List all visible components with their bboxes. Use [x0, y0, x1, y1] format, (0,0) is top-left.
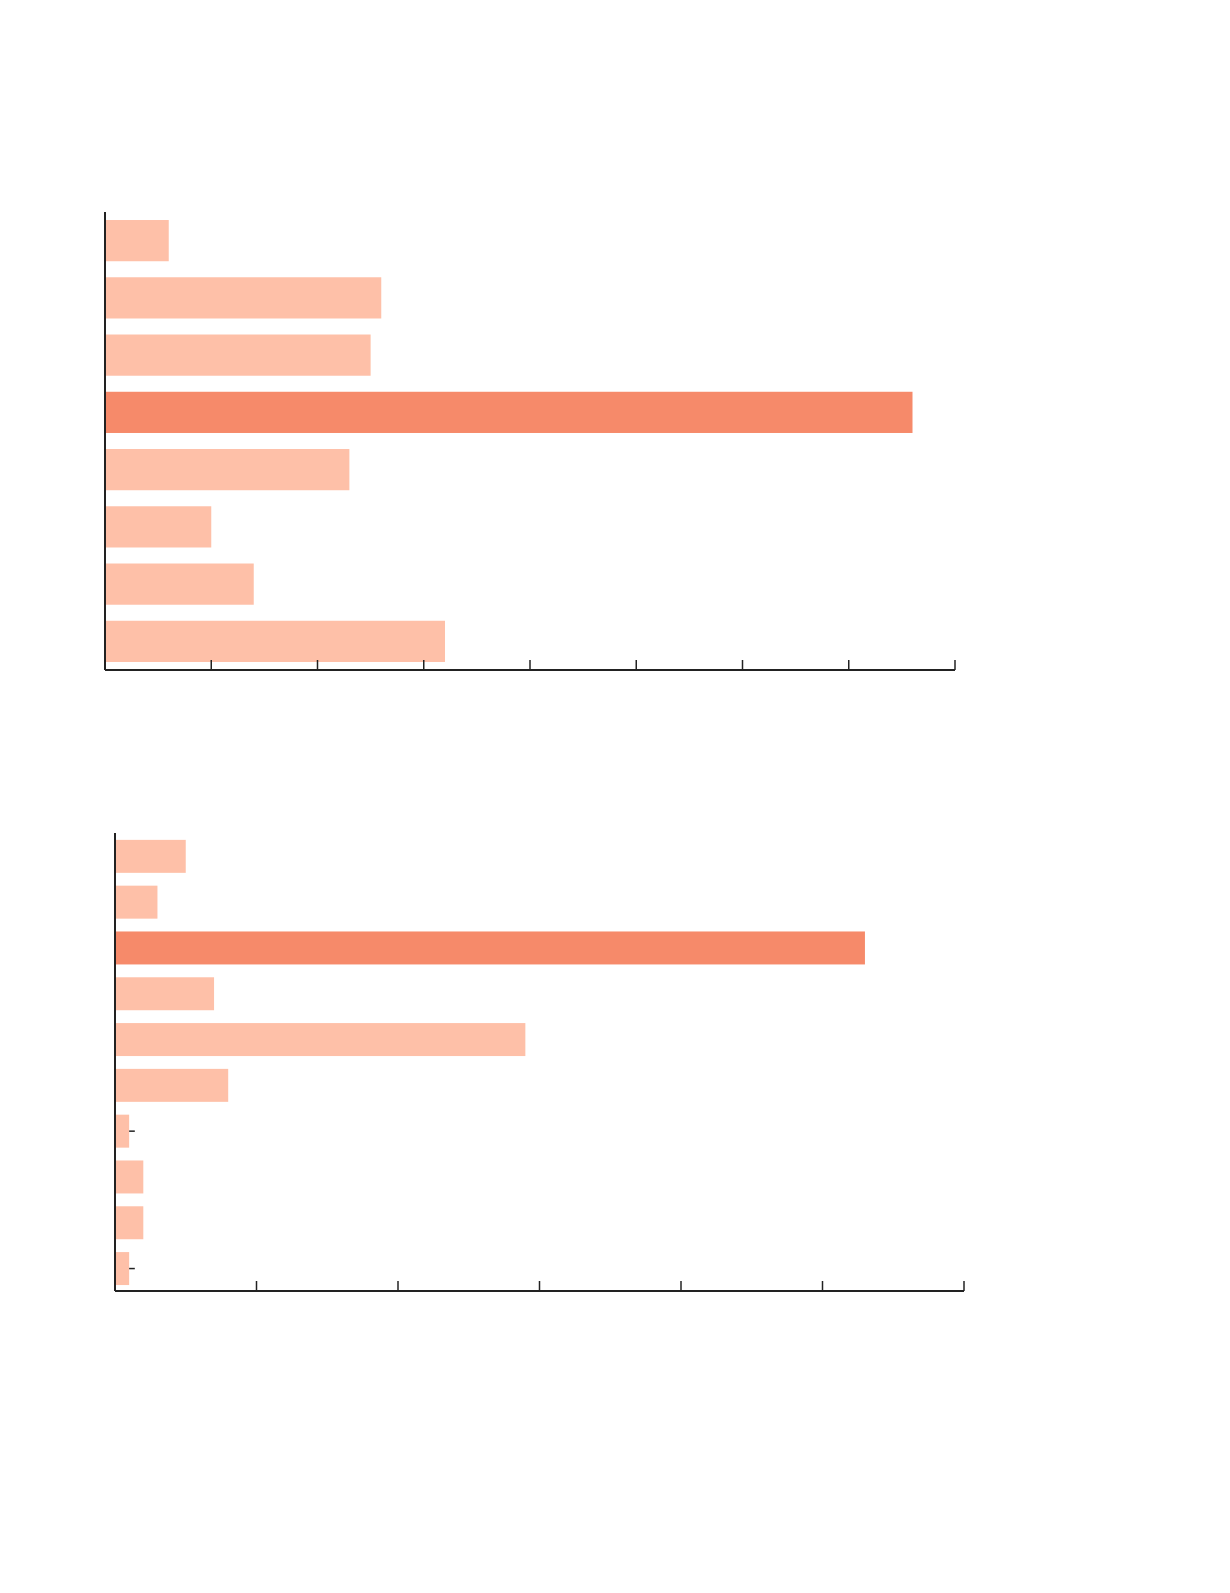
bar	[115, 1160, 144, 1194]
bar	[105, 563, 254, 605]
bar	[115, 1252, 130, 1286]
bar	[105, 334, 371, 376]
bar	[115, 885, 158, 919]
bar	[115, 1114, 130, 1148]
bar	[105, 391, 913, 433]
bar	[115, 1023, 526, 1057]
bar	[115, 931, 865, 965]
bar	[115, 977, 215, 1011]
bar	[115, 1068, 229, 1102]
bar	[115, 839, 186, 873]
bar	[105, 620, 445, 662]
bar	[105, 506, 212, 548]
bar	[105, 449, 350, 491]
bar	[105, 220, 169, 262]
bar	[105, 277, 382, 319]
bar	[115, 1206, 144, 1240]
